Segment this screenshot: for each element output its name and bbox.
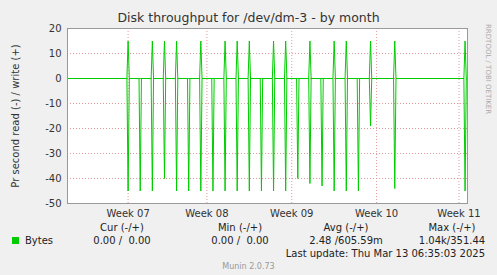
html-text:2.48 /605.59m: 2.48 /605.59m	[309, 235, 383, 246]
svg-text:Week 08: Week 08	[185, 208, 228, 219]
html-text:Munin 2.0.73: Munin 2.0.73	[222, 262, 275, 271]
html-text:RRDTOOL / TOBI OETIKER: RRDTOOL / TOBI OETIKER	[484, 24, 492, 115]
html-text:Avg (-/+): Avg (-/+)	[323, 222, 369, 233]
svg-text:-10: -10	[45, 98, 61, 109]
svg-text:0: 0	[55, 73, 61, 84]
html-text:1.04k/351.44: 1.04k/351.44	[418, 235, 486, 246]
html-text:Cur (-/+): Cur (-/+)	[100, 222, 144, 233]
html-text:Disk throughput for /dev/dm-3: Disk throughput for /dev/dm-3 - by month	[117, 10, 380, 25]
html-text:0.00 / 0.00: 0.00 / 0.00	[211, 235, 269, 246]
html-text:Bytes: Bytes	[25, 235, 54, 246]
svg-text:20: 20	[49, 23, 62, 34]
svg-text:-50: -50	[45, 198, 61, 209]
html-text:Last update: Thu Mar 13 06:35:: Last update: Thu Mar 13 06:35:03 2025	[285, 248, 485, 259]
html-text:Min (-/+): Min (-/+)	[218, 222, 262, 233]
svg-text:Week 09: Week 09	[270, 208, 313, 219]
svg-text:Week 10: Week 10	[355, 208, 398, 219]
html-text:0.00 / 0.00: 0.00 / 0.00	[93, 235, 151, 246]
svg-text:-40: -40	[45, 173, 61, 184]
svg-text:Week 07: Week 07	[106, 208, 149, 219]
svg-text:Week 11: Week 11	[437, 208, 480, 219]
svg-text:10: 10	[49, 48, 62, 59]
svg-text:-30: -30	[45, 148, 61, 159]
svg-text:Pr second read (-) / write (+): Pr second read (-) / write (+)	[10, 44, 21, 187]
html-text:Max (-/+): Max (-/+)	[428, 222, 476, 233]
svg-text:-20: -20	[45, 123, 61, 134]
